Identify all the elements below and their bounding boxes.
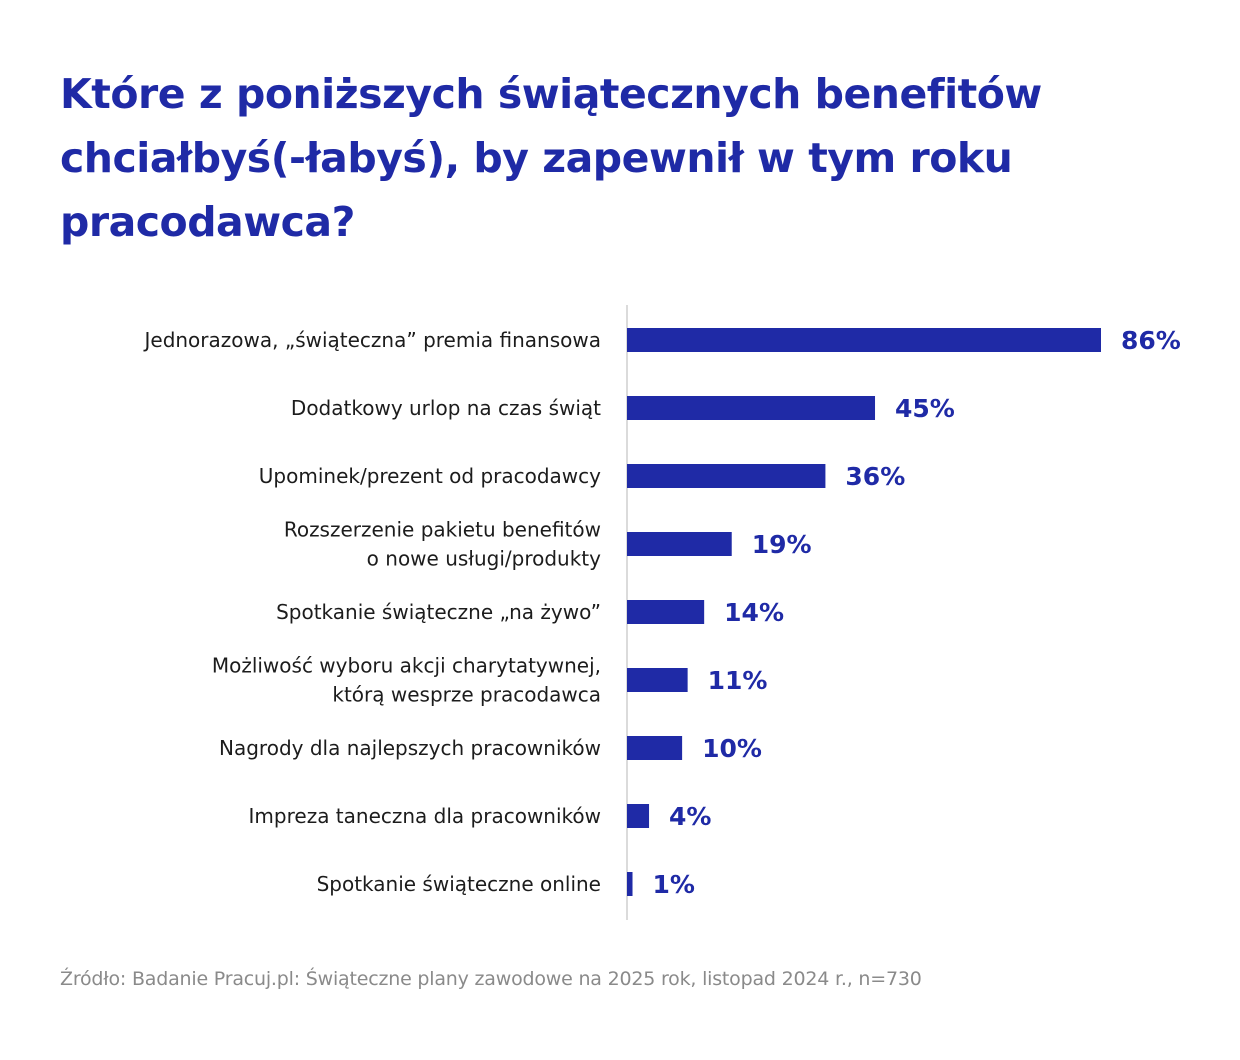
bar-6 <box>627 736 683 760</box>
bar-7 <box>627 804 650 828</box>
value-label-8: 1% <box>653 870 695 899</box>
category-label-5: Możliwość wyboru akcji charytatywnej, któ… <box>212 654 601 707</box>
bar-0 <box>627 328 1101 352</box>
category-label-3: Rozszerzenie pakietu benefitów o nowe usł… <box>284 518 601 571</box>
value-label-1: 45% <box>895 394 955 423</box>
category-label-2: Upominek/prezent od pracodawcy <box>259 464 601 488</box>
value-label-5: 11% <box>708 666 768 695</box>
chart-title: Które z poniższych świątecznych benefitó… <box>60 70 1042 246</box>
bar-1 <box>627 396 876 420</box>
category-label-8: Spotkanie świąteczne online <box>317 872 601 896</box>
category-label-line: którą wesprze pracodawca <box>332 683 601 707</box>
bar-5 <box>627 668 688 692</box>
value-label-3: 19% <box>752 530 812 559</box>
value-label-6: 10% <box>702 734 762 763</box>
value-label-4: 14% <box>724 598 784 627</box>
category-label-line: Możliwość wyboru akcji charytatywnej, <box>212 654 601 678</box>
category-label-line: Rozszerzenie pakietu benefitów <box>284 518 601 542</box>
bar-chart-svg: 86% Jednorazowa, „świąteczna” premia fina… <box>142 305 1181 920</box>
category-label-6: Nagrody dla najlepszych pracowników <box>219 736 601 760</box>
category-label-4: Spotkanie świąteczne „na żywo” <box>276 600 601 624</box>
category-label-line: Upominek/prezent od pracodawcy <box>259 464 601 488</box>
category-label-line: o nowe usługi/produkty <box>367 547 601 571</box>
category-label-line: Jednorazowa, „świąteczna” premia finanso… <box>142 328 601 352</box>
value-label-0: 86% <box>1121 326 1181 355</box>
category-label-7: Impreza taneczna dla pracowników <box>249 804 601 828</box>
category-label-1: Dodatkowy urlop na czas świąt <box>291 396 601 420</box>
bar-chart: 86% Jednorazowa, „świąteczna” premia fina… <box>0 300 1240 930</box>
bar-4 <box>627 600 705 624</box>
bar-2 <box>627 464 826 488</box>
category-label-line: Spotkanie świąteczne online <box>317 872 601 896</box>
category-label-line: Nagrody dla najlepszych pracowników <box>219 736 601 760</box>
category-label-line: Dodatkowy urlop na czas świąt <box>291 396 601 420</box>
category-label-line: Spotkanie świąteczne „na żywo” <box>276 600 601 624</box>
value-label-2: 36% <box>845 462 905 491</box>
bar-8 <box>627 872 633 896</box>
category-label-line: Impreza taneczna dla pracowników <box>249 804 601 828</box>
source-note: Źródło: Badanie Pracuj.pl: Świąteczne pl… <box>60 968 922 990</box>
bar-3 <box>627 532 732 556</box>
category-label-0: Jednorazowa, „świąteczna” premia finanso… <box>142 328 601 352</box>
value-label-7: 4% <box>669 802 711 831</box>
